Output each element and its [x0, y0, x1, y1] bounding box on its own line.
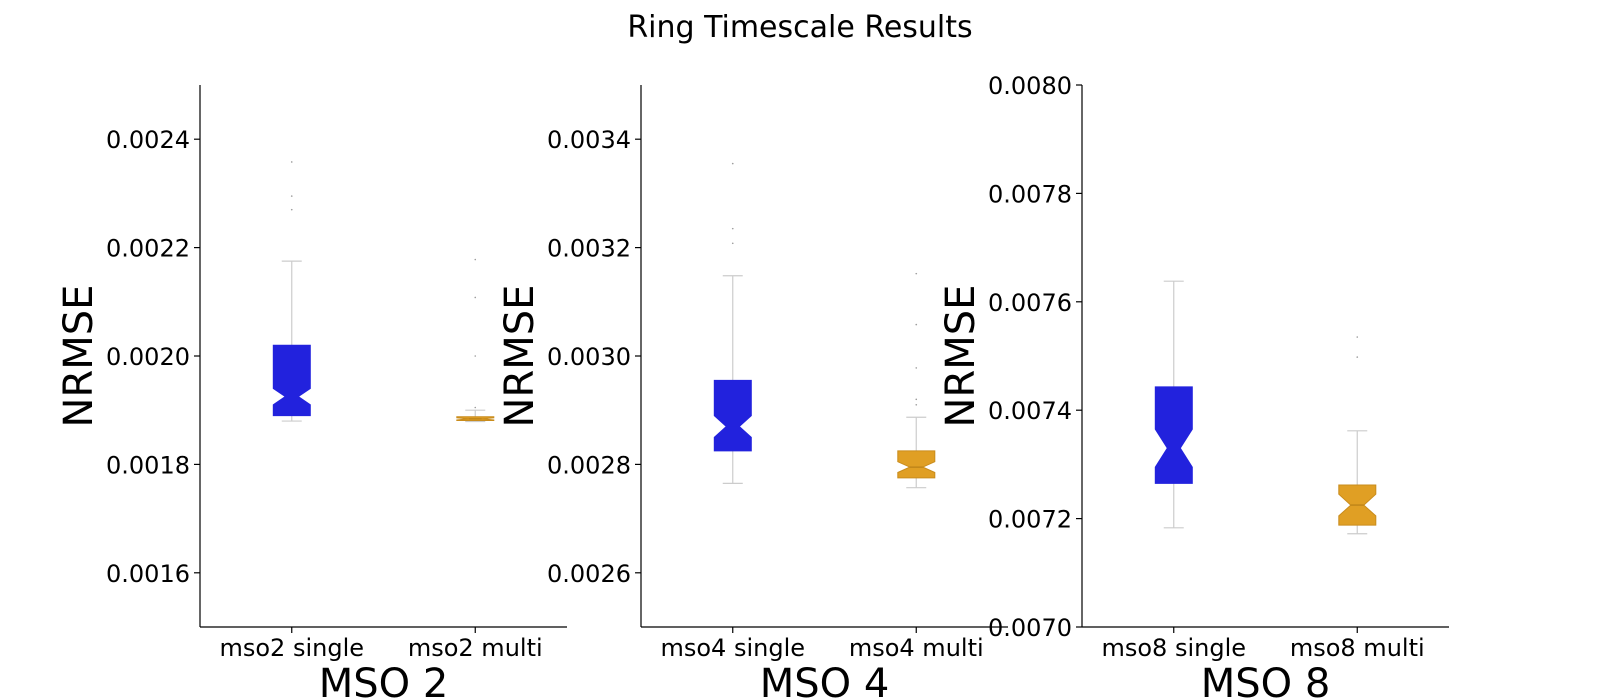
y-tick-label: 0.0026 — [547, 560, 631, 588]
panel-2: 0.0026 0.0028 0.0030 0.0032 0.0034 NRMSE MSO 4… — [497, 85, 1008, 700]
y-tick-label: 0.0024 — [106, 126, 190, 154]
y-tick-label: 0.0078 — [988, 180, 1072, 208]
box-mso2-multi: mso2 multi — [408, 258, 543, 662]
x-tick-label: mso8 multi — [1290, 634, 1425, 662]
y-tick-label: 0.0034 — [547, 126, 631, 154]
x-tick-label: mso2 multi — [408, 634, 543, 662]
y-tick-label: 0.0030 — [547, 343, 631, 371]
outlier-point — [290, 161, 293, 163]
outlier-point — [290, 208, 293, 211]
outlier-point — [474, 296, 477, 299]
notched-box — [1154, 386, 1193, 484]
panel-1: 0.0016 0.0018 0.0020 0.0022 0.0024 NRMSE MSO 2… — [56, 85, 567, 700]
box-mso2-single: mso2 single — [219, 161, 364, 662]
y-tick-label: 0.0080 — [988, 72, 1072, 100]
box-mso4-single: mso4 single — [660, 162, 805, 662]
y-tick-label: 0.0022 — [106, 235, 190, 263]
panel-3: 0.0070 0.0072 0.0074 0.0076 0.0078 0.0080 NRMS… — [938, 72, 1449, 700]
outlier-point — [474, 406, 477, 409]
notched-box — [272, 344, 311, 417]
y-axis-label: NRMSE — [497, 285, 543, 428]
x-tick-label: mso4 single — [660, 634, 805, 662]
outlier-point — [731, 227, 734, 230]
outlier-point — [290, 195, 293, 197]
outlier-point — [915, 272, 918, 275]
y-tick-label: 0.0028 — [547, 451, 631, 479]
box-mso8-single: mso8 single — [1101, 280, 1246, 662]
outlier-point — [915, 367, 918, 369]
x-axis-label: MSO 4 — [760, 661, 890, 700]
y-tick-label: 0.0016 — [106, 560, 190, 588]
y-tick-label: 0.0070 — [988, 614, 1072, 642]
x-axis-label: MSO 2 — [319, 661, 449, 700]
y-tick-label: 0.0074 — [988, 397, 1072, 425]
outlier-point — [474, 258, 477, 261]
y-tick-label: 0.0072 — [988, 506, 1072, 534]
outlier-point — [731, 162, 734, 165]
outlier-point — [915, 398, 918, 401]
outlier-point — [474, 355, 477, 357]
outlier-point — [1356, 356, 1359, 358]
y-axis-label: NRMSE — [56, 285, 102, 428]
y-axis-label: NRMSE — [938, 285, 984, 428]
outlier-point — [915, 323, 918, 326]
box-mso4-multi: mso4 multi — [849, 272, 984, 662]
box-mso8-multi: mso8 multi — [1290, 336, 1425, 662]
x-tick-label: mso2 single — [219, 634, 364, 662]
outlier-point — [731, 242, 734, 245]
y-tick-label: 0.0020 — [106, 343, 190, 371]
outlier-point — [915, 403, 918, 406]
outlier-point — [1356, 336, 1359, 338]
x-tick-label: mso4 multi — [849, 634, 984, 662]
notched-box — [897, 450, 936, 479]
x-tick-label: mso8 single — [1101, 634, 1246, 662]
y-tick-label: 0.0032 — [547, 235, 631, 263]
y-tick-label: 0.0076 — [988, 289, 1072, 317]
y-tick-label: 0.0018 — [106, 451, 190, 479]
chart-title: Ring Timescale Results — [627, 10, 972, 45]
x-axis-label: MSO 8 — [1201, 661, 1331, 700]
notched-box — [713, 379, 752, 452]
